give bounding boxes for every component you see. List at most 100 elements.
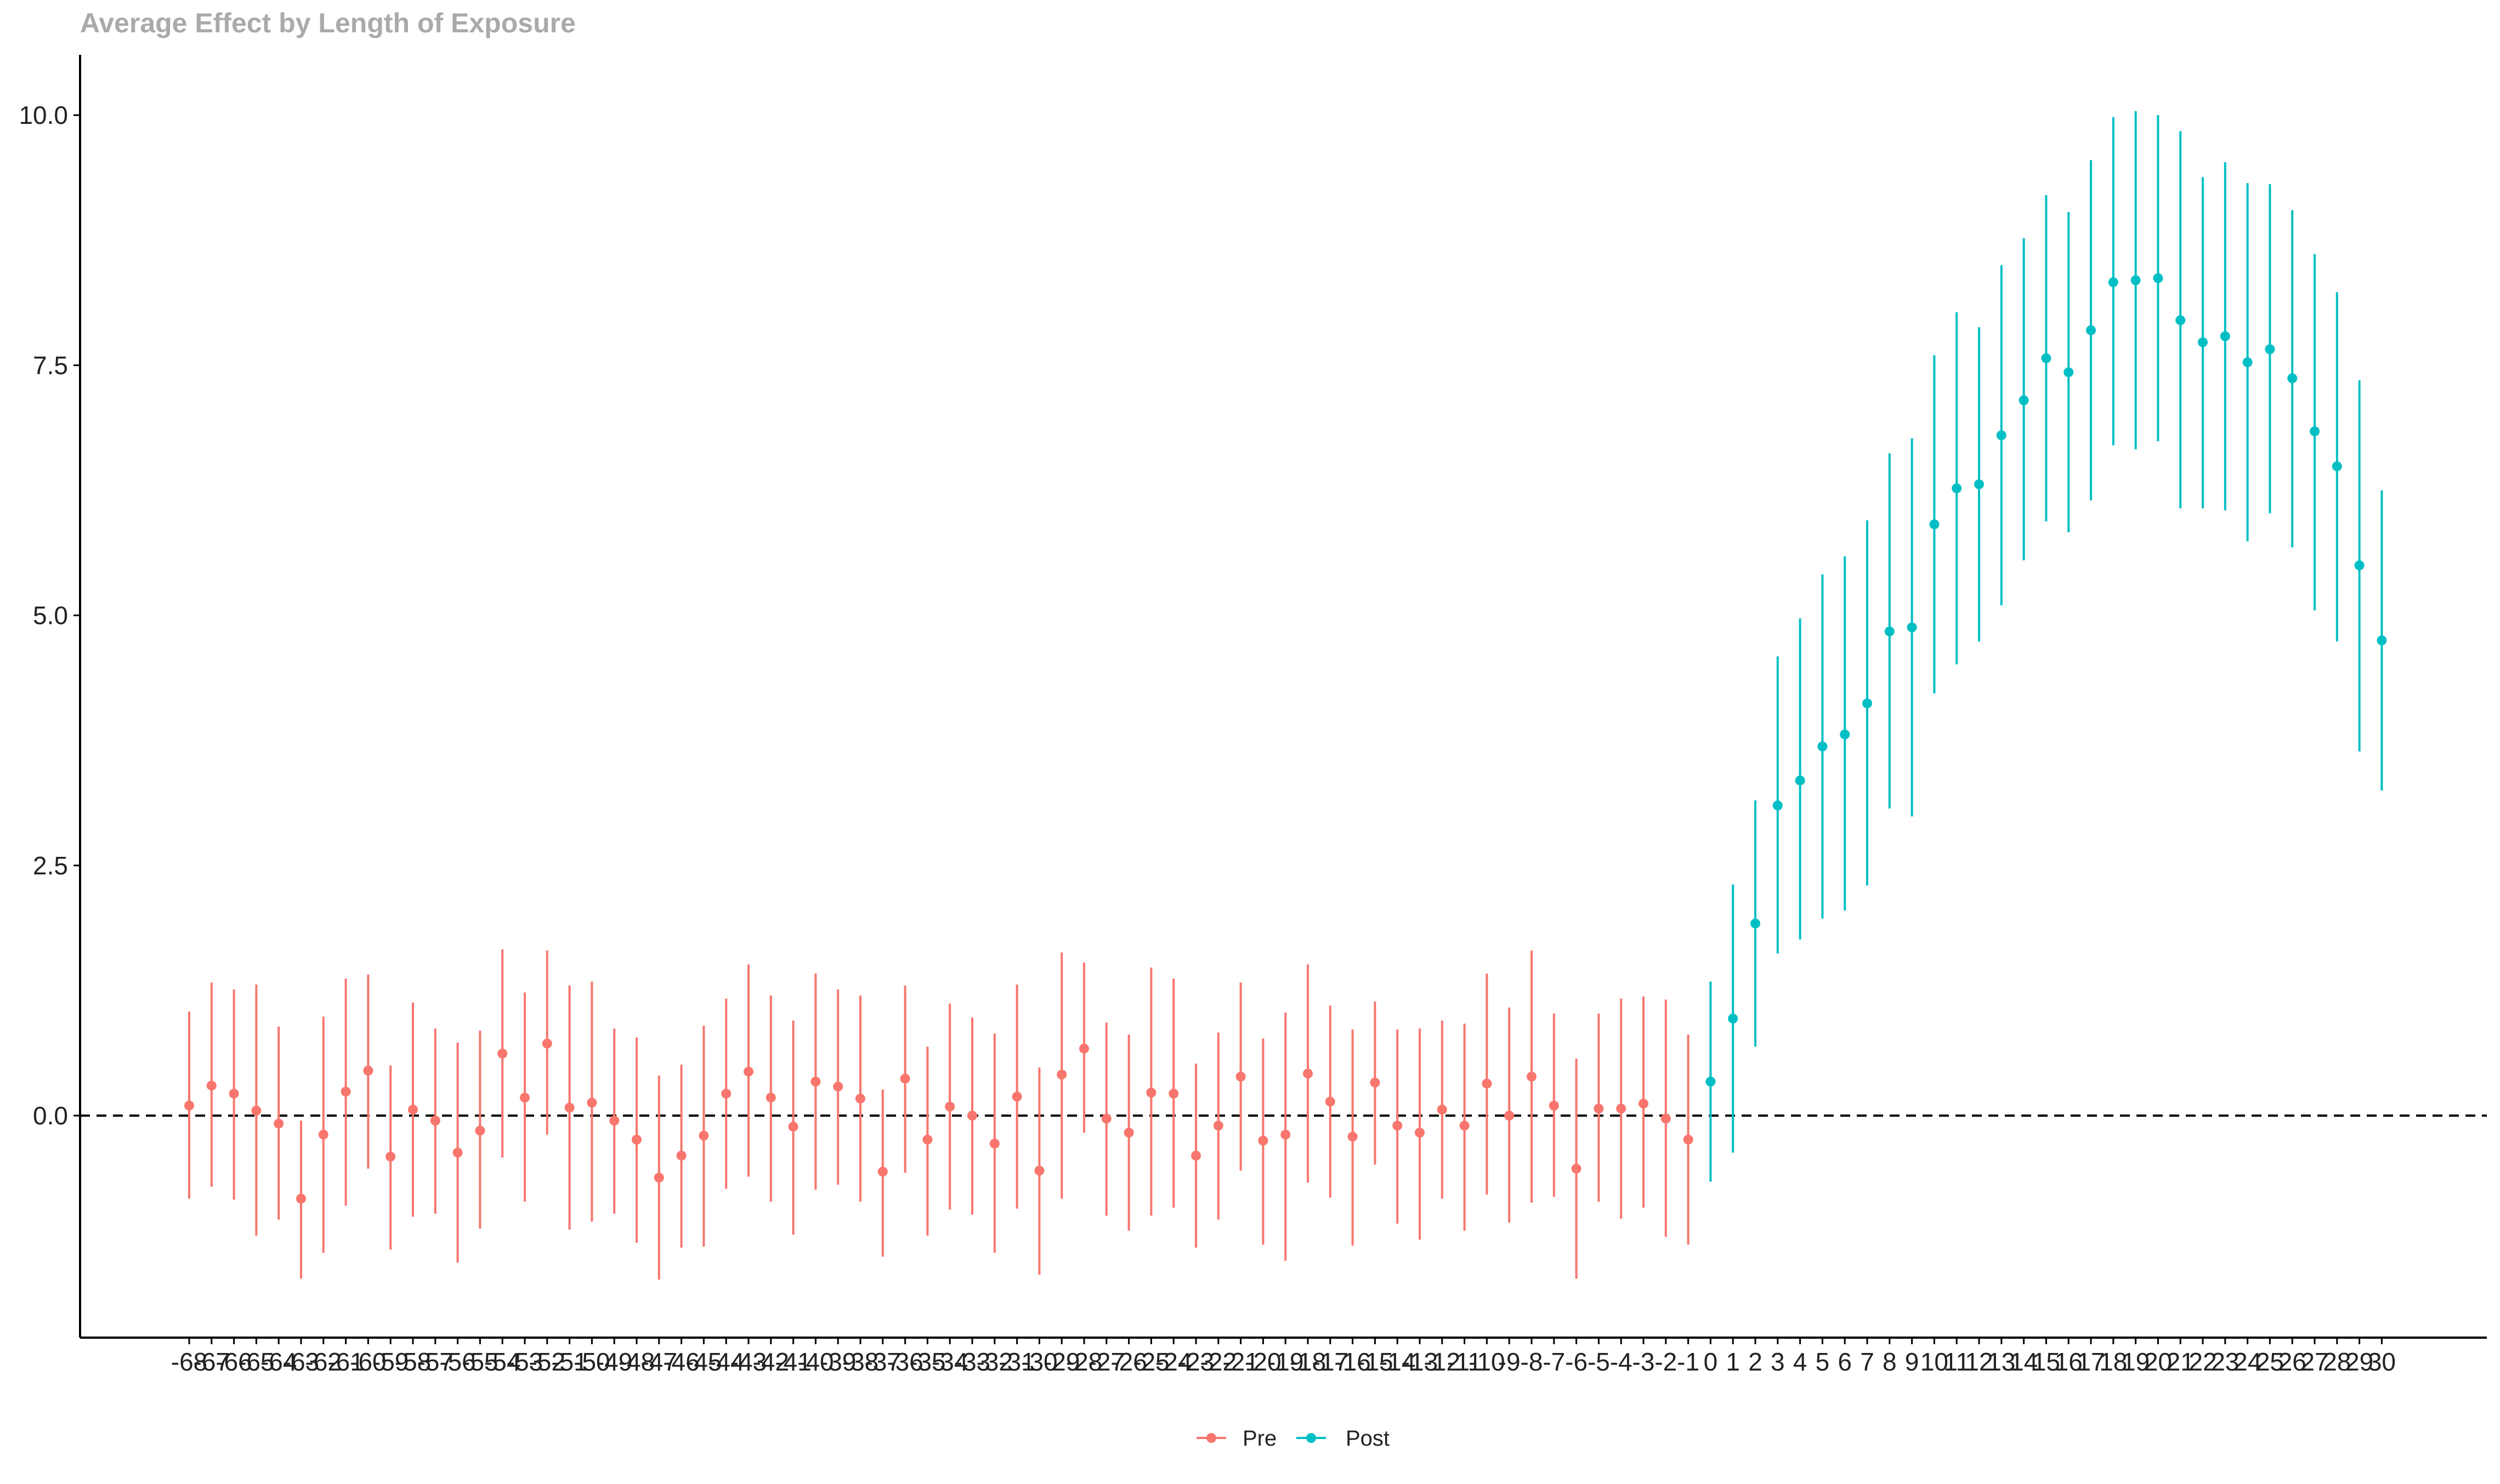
estimate-point — [810, 1076, 821, 1087]
x-tick-label: -58 — [395, 1347, 431, 1376]
x-tick-label: 14 — [2010, 1347, 2038, 1376]
x-tick-label: 17 — [2077, 1347, 2105, 1376]
estimate-point — [1392, 1121, 1403, 1131]
x-tick-label: -46 — [663, 1347, 699, 1376]
estimate-point — [945, 1101, 955, 1112]
estimate-point — [1660, 1113, 1671, 1124]
legend-item-pre: Pre — [1197, 1426, 1277, 1451]
x-tick-label: 3 — [1771, 1347, 1785, 1376]
estimate-point — [497, 1048, 508, 1059]
estimate-point — [206, 1081, 217, 1091]
estimate-point — [1012, 1091, 1022, 1102]
x-tick-label: 0 — [1704, 1347, 1718, 1376]
estimate-point — [1683, 1134, 1693, 1145]
estimate-point — [967, 1111, 977, 1121]
estimate-point — [386, 1151, 396, 1162]
x-tick-label: -24 — [1155, 1347, 1192, 1376]
x-tick-label: -18 — [1290, 1347, 1326, 1376]
x-tick-label: -39 — [820, 1347, 856, 1376]
x-tick-label: -37 — [865, 1347, 901, 1376]
estimate-point — [1705, 1076, 1716, 1087]
series-pre — [184, 949, 1693, 1280]
x-tick-label: 5 — [1816, 1347, 1830, 1376]
x-tick-label: -22 — [1200, 1347, 1237, 1376]
estimate-point — [2287, 373, 2298, 383]
axes — [79, 55, 2487, 1339]
x-tick-label: -68 — [171, 1347, 207, 1376]
estimate-point — [1594, 1104, 1604, 1114]
x-tick-label: -59 — [372, 1347, 409, 1376]
x-tick-label: -7 — [1543, 1347, 1565, 1376]
legend-post-marker — [1306, 1433, 1316, 1443]
estimate-point — [1325, 1096, 1335, 1107]
x-tick-label: 23 — [2211, 1347, 2239, 1376]
estimate-point — [1191, 1151, 1201, 1161]
x-tick-label: -36 — [887, 1347, 923, 1376]
x-tick-label: -1 — [1677, 1347, 1699, 1376]
x-tick-label: -30 — [1021, 1347, 1057, 1376]
estimate-point — [1504, 1111, 1515, 1121]
estimate-point — [184, 1100, 194, 1111]
estimate-point — [2130, 275, 2141, 286]
estimate-point — [1235, 1071, 1246, 1082]
estimate-point — [1057, 1070, 1067, 1080]
x-tick-label: -14 — [1379, 1347, 1415, 1376]
estimate-point — [699, 1130, 709, 1141]
estimate-point — [632, 1134, 642, 1145]
estimate-point — [1347, 1132, 1358, 1142]
x-tick-label: 22 — [2189, 1347, 2216, 1376]
x-tick-label: 27 — [2300, 1347, 2328, 1376]
x-tick-label: -6 — [1565, 1347, 1588, 1376]
estimate-point — [1079, 1043, 1089, 1054]
estimate-point — [2086, 325, 2096, 336]
x-tick-label: -11 — [1447, 1347, 1482, 1376]
estimate-point — [1952, 483, 1962, 493]
legend-pre-marker — [1206, 1433, 1216, 1443]
x-tick-label: -47 — [641, 1347, 677, 1376]
estimate-point — [744, 1066, 753, 1077]
estimate-point — [766, 1093, 776, 1103]
x-tick-label: 1 — [1726, 1347, 1740, 1376]
x-tick-label: -26 — [1110, 1347, 1147, 1376]
estimate-point — [1280, 1129, 1291, 1140]
x-tick-label: -53 — [507, 1347, 543, 1376]
estimate-point — [989, 1139, 1000, 1149]
estimate-point — [1527, 1071, 1537, 1082]
estimate-point — [1862, 698, 1872, 709]
x-tick-label: 4 — [1793, 1347, 1807, 1376]
series-post — [1705, 111, 2387, 1182]
x-tick-label: 12 — [1965, 1347, 1993, 1376]
x-tick-label: -5 — [1588, 1347, 1610, 1376]
x-tick-label: -2 — [1654, 1347, 1677, 1376]
x-tick-label: -16 — [1334, 1347, 1370, 1376]
estimate-point — [2220, 331, 2230, 342]
x-tick-label: -56 — [439, 1347, 475, 1376]
legend-item-post: Post — [1296, 1426, 1390, 1451]
x-tick-label: -25 — [1133, 1347, 1169, 1376]
estimate-point — [1146, 1088, 1157, 1098]
estimate-point — [1459, 1121, 1470, 1131]
x-tick-label: 10 — [1920, 1347, 1948, 1376]
estimate-point — [1370, 1077, 1380, 1088]
x-tick-label: 13 — [1987, 1347, 2015, 1376]
estimate-point — [1795, 775, 1805, 786]
estimate-point — [2310, 426, 2320, 436]
x-tick-label: 19 — [2122, 1347, 2150, 1376]
estimate-point — [520, 1093, 530, 1103]
x-tick-label: -31 — [999, 1347, 1035, 1376]
estimate-point — [1549, 1100, 1559, 1111]
x-tick-label: 9 — [1905, 1347, 1919, 1376]
x-tick-label: -35 — [909, 1347, 945, 1376]
estimate-point — [2198, 337, 2208, 348]
x-tick-label: -63 — [283, 1347, 319, 1376]
x-tick-label: 28 — [2323, 1347, 2351, 1376]
y-tick-label: 5.0 — [33, 601, 68, 630]
x-tick-label: -44 — [708, 1347, 744, 1376]
x-tick-label: -66 — [216, 1347, 252, 1376]
x-tick-label: -40 — [797, 1347, 834, 1376]
estimate-point — [676, 1151, 687, 1161]
estimate-point — [1415, 1128, 1425, 1138]
estimate-point — [2064, 367, 2074, 378]
estimate-point — [1996, 430, 2006, 440]
